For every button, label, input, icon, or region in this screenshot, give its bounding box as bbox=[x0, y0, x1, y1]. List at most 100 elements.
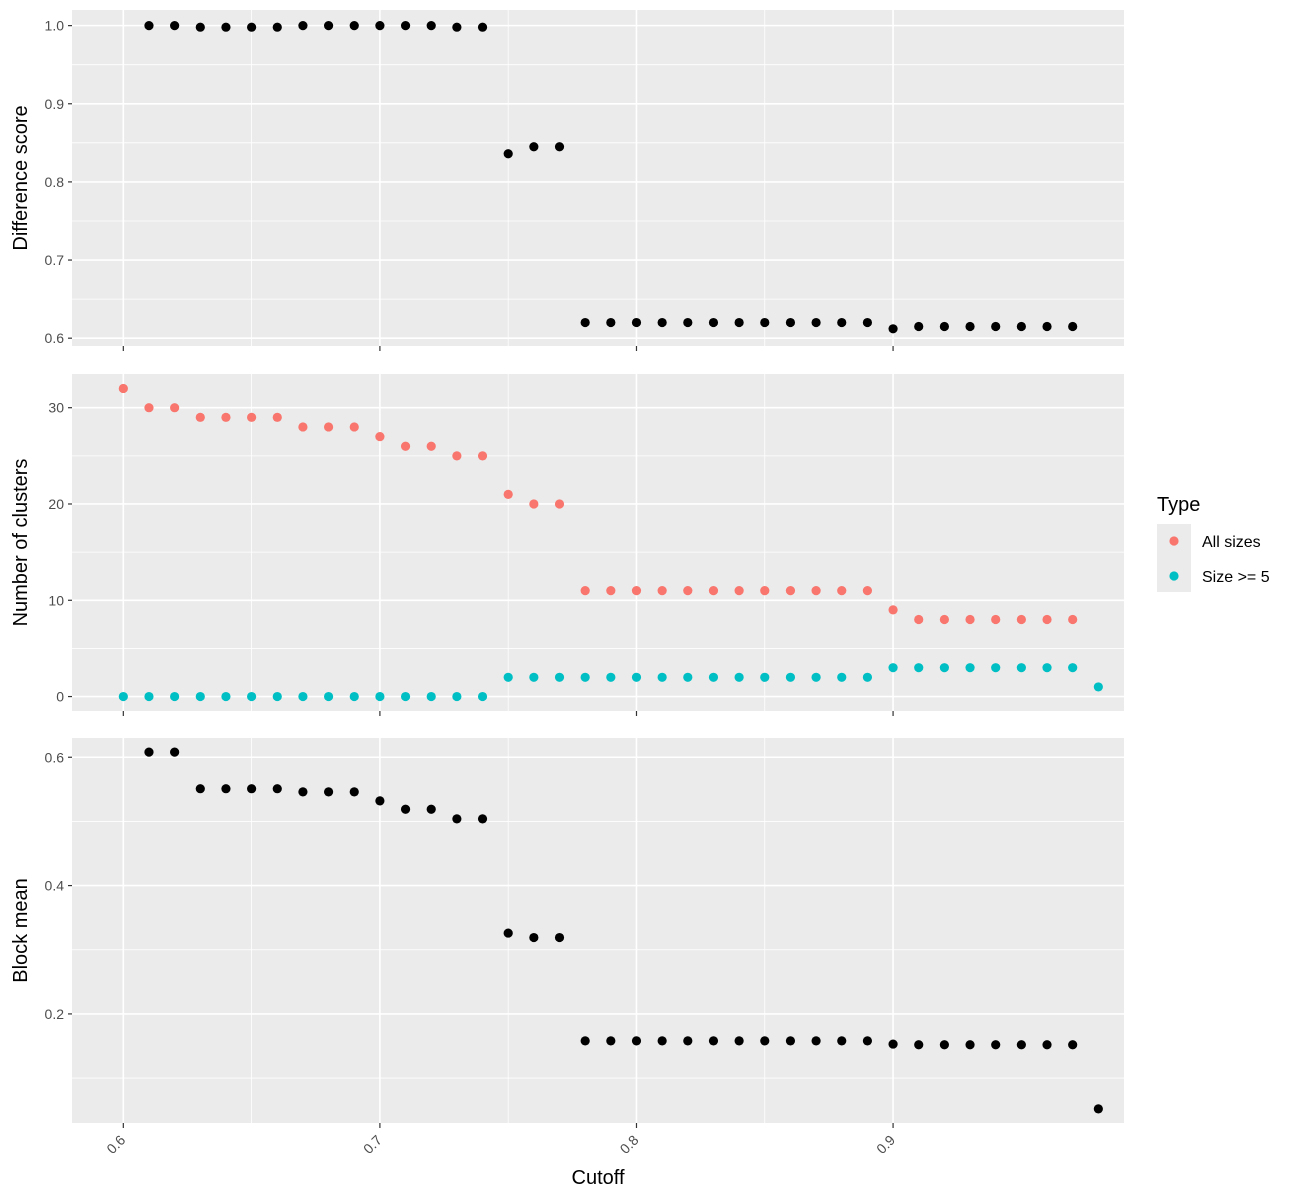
data-point bbox=[221, 784, 231, 794]
data-point bbox=[862, 1036, 873, 1046]
y-tick-label: 1.0 bbox=[45, 18, 65, 34]
data-point bbox=[606, 586, 616, 596]
data-point bbox=[554, 499, 565, 509]
data-point bbox=[247, 784, 257, 794]
data-point bbox=[375, 431, 385, 442]
data-point bbox=[657, 586, 667, 596]
data-point bbox=[503, 672, 513, 682]
data-point bbox=[683, 672, 693, 682]
data-point bbox=[400, 21, 411, 31]
data-point bbox=[400, 691, 411, 702]
data-point bbox=[811, 586, 821, 596]
legend: Type All sizes Size >= 5 bbox=[1157, 494, 1270, 592]
x-tick-label: 0.8 bbox=[617, 1132, 642, 1157]
data-point bbox=[323, 21, 334, 31]
data-point bbox=[170, 691, 180, 702]
data-point bbox=[939, 614, 949, 625]
y-axis-title: Number of clusters bbox=[10, 459, 32, 627]
data-point bbox=[657, 1036, 667, 1046]
y-tick-label: 30 bbox=[48, 400, 64, 416]
data-point bbox=[837, 1036, 847, 1046]
x-tick-label: 0.7 bbox=[360, 1132, 385, 1157]
data-point bbox=[144, 21, 154, 31]
data-point bbox=[400, 441, 411, 451]
data-point bbox=[272, 22, 282, 32]
data-point bbox=[247, 22, 257, 32]
data-point bbox=[144, 403, 154, 413]
data-point bbox=[631, 586, 642, 596]
data-point bbox=[708, 672, 719, 682]
series-size-5 bbox=[118, 663, 1103, 702]
data-point bbox=[760, 586, 770, 596]
y-tick-label: 0.6 bbox=[45, 330, 65, 346]
data-point bbox=[195, 784, 205, 794]
x-tick-label: 0.6 bbox=[103, 1132, 128, 1157]
data-point bbox=[939, 663, 949, 673]
data-point bbox=[837, 317, 847, 328]
data-point bbox=[888, 663, 898, 673]
data-point bbox=[452, 814, 462, 824]
data-point bbox=[734, 672, 744, 682]
data-point bbox=[349, 422, 359, 432]
y-tick-label: 0.9 bbox=[45, 96, 65, 112]
data-point bbox=[811, 672, 821, 682]
data-point bbox=[195, 412, 205, 422]
data-point bbox=[272, 412, 282, 422]
y-tick-label: 20 bbox=[48, 496, 64, 512]
data-point bbox=[118, 691, 128, 702]
data-point bbox=[170, 21, 180, 31]
data-point bbox=[298, 422, 308, 432]
series-all-sizes bbox=[118, 383, 1078, 625]
data-point bbox=[785, 317, 796, 328]
y-tick-label: 0.2 bbox=[45, 1006, 65, 1022]
data-point bbox=[1016, 614, 1026, 625]
data-point bbox=[375, 691, 385, 702]
data-point bbox=[580, 586, 590, 596]
data-point bbox=[195, 691, 205, 702]
data-point bbox=[503, 928, 513, 938]
data-point bbox=[452, 22, 462, 32]
data-point bbox=[657, 317, 667, 328]
panel-background bbox=[72, 738, 1124, 1123]
data-point bbox=[683, 317, 693, 328]
data-point bbox=[426, 804, 436, 814]
data-point bbox=[1042, 663, 1052, 673]
data-point bbox=[298, 21, 308, 31]
data-point bbox=[554, 672, 565, 682]
data-point bbox=[400, 804, 411, 814]
data-point bbox=[503, 489, 513, 499]
data-point bbox=[965, 614, 975, 625]
data-point bbox=[734, 586, 744, 596]
data-point bbox=[1042, 614, 1052, 625]
data-point bbox=[144, 747, 154, 757]
data-point bbox=[862, 672, 873, 682]
data-point bbox=[606, 672, 616, 682]
data-point bbox=[760, 672, 770, 682]
data-point bbox=[683, 586, 693, 596]
data-point bbox=[1042, 1040, 1052, 1050]
data-point bbox=[606, 1036, 616, 1046]
data-point bbox=[426, 441, 436, 451]
data-point bbox=[914, 663, 924, 673]
data-point bbox=[914, 614, 924, 625]
data-point bbox=[195, 22, 205, 32]
data-point bbox=[477, 691, 488, 702]
data-point bbox=[1068, 663, 1078, 673]
legend-key-background bbox=[1157, 524, 1191, 592]
data-point bbox=[1042, 321, 1052, 332]
data-point bbox=[554, 142, 565, 152]
data-point bbox=[862, 317, 873, 328]
data-point bbox=[477, 814, 488, 824]
y-tick-label: 10 bbox=[48, 592, 64, 608]
data-point bbox=[991, 663, 1001, 673]
data-point bbox=[580, 672, 590, 682]
data-point bbox=[426, 691, 436, 702]
data-point bbox=[888, 605, 898, 615]
panel-background bbox=[72, 374, 1124, 711]
chart-panels: 0.6 0.7 0.8 0.9 1.0 Difference score 0 10 20 30 Nu… bbox=[10, 10, 1124, 1128]
data-point bbox=[1016, 321, 1026, 332]
data-point bbox=[760, 317, 770, 328]
data-point bbox=[965, 321, 975, 332]
legend-label-0: All sizes bbox=[1202, 534, 1261, 551]
data-point bbox=[375, 796, 385, 806]
